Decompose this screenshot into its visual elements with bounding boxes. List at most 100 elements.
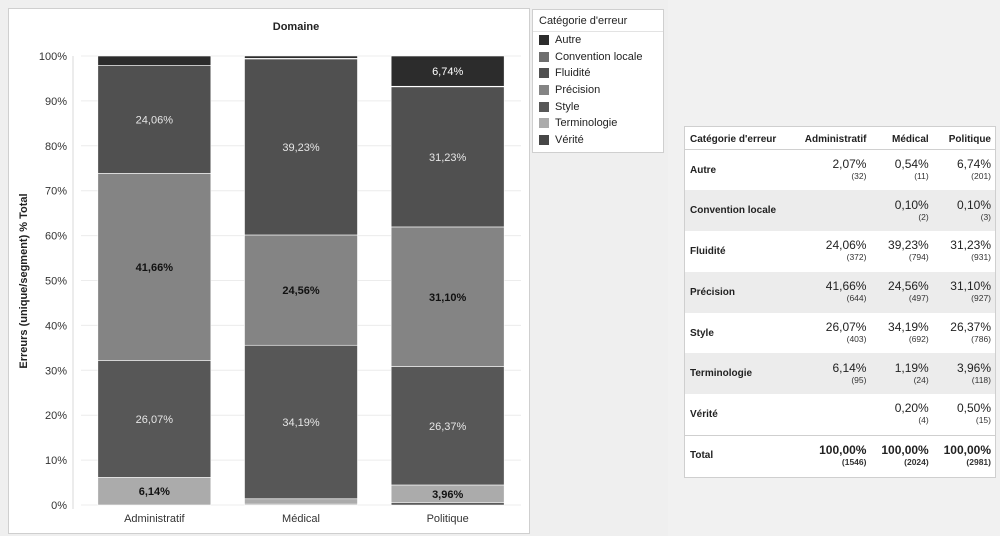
- cell-count: (95): [851, 374, 867, 385]
- y-tick-label: 80%: [45, 141, 67, 153]
- legend-item[interactable]: Terminologie: [533, 115, 663, 132]
- table-row: Précision 41,66% (644) 24,56% (497) 31,10% (92…: [685, 271, 995, 313]
- table-cell: 41,66% (644): [792, 271, 871, 313]
- table-total-row: Total 100,00% (1546) 100,00% (2024) 100,00% (2…: [685, 434, 995, 476]
- row-label: Convention locale: [685, 190, 793, 232]
- data-label: 34,19%: [282, 417, 320, 429]
- table-cell: 3,96% (118): [932, 353, 995, 395]
- row-label: Fluidité: [690, 245, 726, 257]
- bar-segment[interactable]: [97, 477, 212, 506]
- legend-swatch: [539, 68, 549, 79]
- table-cell: 24,06% (372): [792, 231, 870, 272]
- cell-percent: 6,14%: [832, 360, 867, 375]
- legend-item[interactable]: Fluidité: [533, 65, 663, 82]
- table-cell: 26,37% (786): [933, 313, 995, 354]
- cell-percent: 24,06%: [825, 238, 867, 253]
- header-politique: Politique: [932, 127, 995, 150]
- table-cell: 6,14% (95): [792, 353, 871, 395]
- bar-segment[interactable]: [97, 360, 212, 478]
- cell-count: (1546): [841, 456, 867, 467]
- data-table: Catégorie d'erreur Administratif Médical…: [685, 127, 995, 476]
- legend-swatch: [539, 134, 549, 145]
- legend-item[interactable]: Style: [533, 98, 663, 115]
- bar-segment[interactable]: [390, 55, 505, 87]
- y-tick-label: 100%: [39, 51, 67, 63]
- bar-segment[interactable]: [97, 64, 212, 174]
- row-label: Total: [685, 434, 793, 476]
- row-label: Style: [690, 327, 714, 339]
- legend-label: Style: [555, 100, 580, 113]
- cell-percent: 0,10%: [956, 197, 991, 212]
- legend-item[interactable]: Précision: [533, 82, 663, 99]
- table-cell: 0,54% (11): [870, 150, 932, 191]
- data-label: 6,14%: [139, 486, 170, 498]
- y-axis-label: Erreurs (unique/segment) % Total: [18, 193, 30, 368]
- table-row: Vérité 0,20% (4) 0,50% (15): [685, 394, 995, 435]
- cell-count: (11): [914, 171, 929, 182]
- legend-label: Précision: [555, 84, 601, 97]
- data-label: 6,74%: [432, 66, 463, 78]
- x-tick-label: Politique: [427, 513, 469, 525]
- table-cell: 34,19% (692): [870, 313, 932, 354]
- cell-count: (497): [908, 293, 929, 304]
- data-label: 3,96%: [432, 489, 463, 501]
- table-row: Style 26,07% (403) 34,19% (692) 26,37% (786): [685, 313, 995, 354]
- cell-count: (794): [908, 252, 929, 263]
- cell-count: (927): [971, 293, 991, 304]
- table-cell: 100,00% (1546): [792, 434, 871, 476]
- bar-segment[interactable]: [244, 58, 358, 236]
- legend-swatch: [539, 118, 549, 129]
- cell-count: (644): [846, 293, 867, 304]
- table-cell: 26,07% (403): [792, 313, 870, 354]
- table-cell: [792, 394, 870, 435]
- cell-percent: 26,07%: [825, 320, 867, 335]
- legend-label: Autre: [555, 34, 582, 47]
- data-label: 24,56%: [282, 285, 320, 297]
- bar-segment[interactable]: [97, 55, 212, 66]
- table-row: Convention locale 0,10% (2) 0,10% (3): [685, 190, 995, 232]
- y-tick-label: 70%: [45, 186, 67, 198]
- cell-percent: 0,50%: [956, 401, 991, 416]
- cell-count: (931): [971, 252, 991, 263]
- legend-item[interactable]: Vérité: [533, 132, 663, 149]
- legend-swatch: [539, 85, 549, 96]
- cell-percent: 0,54%: [894, 157, 929, 172]
- cell-count: (118): [971, 374, 991, 385]
- bar-segment[interactable]: [390, 502, 505, 506]
- cell-percent: 26,37%: [950, 320, 991, 335]
- table-cell: 31,10% (927): [932, 271, 995, 313]
- data-label: 26,37%: [429, 421, 467, 433]
- legend-label: Fluidité: [555, 67, 591, 80]
- y-tick-label: 60%: [45, 231, 67, 243]
- legend-label: Terminologie: [555, 117, 618, 130]
- bar-segment[interactable]: [244, 344, 358, 500]
- x-tick-label: Administratif: [124, 513, 185, 525]
- table-row: Autre 2,07% (32) 0,54% (11) 6,74% (201): [685, 150, 995, 191]
- cell-percent: 2,07%: [832, 157, 867, 172]
- table-row: Fluidité 24,06% (372) 39,23% (794) 31,23% (931…: [685, 231, 995, 272]
- header-medical: Médical: [870, 127, 933, 150]
- row-label: Terminologie: [685, 353, 793, 395]
- bar-segment[interactable]: [390, 226, 505, 367]
- row-label: Précision: [685, 271, 793, 313]
- table-cell: [792, 190, 871, 232]
- bar-segment[interactable]: [244, 234, 358, 346]
- cell-count: (201): [971, 171, 991, 182]
- chart-title: Domaine: [273, 21, 319, 33]
- legend-label: Convention locale: [555, 50, 643, 63]
- row-label: Autre: [690, 164, 717, 176]
- table-cell: 0,50% (15): [933, 394, 995, 435]
- legend-item[interactable]: Convention locale: [533, 49, 663, 66]
- cell-count: (4): [918, 415, 929, 426]
- cell-count: (372): [846, 252, 867, 263]
- legend-label: Vérité: [555, 133, 584, 146]
- bar-segment[interactable]: [244, 498, 358, 505]
- legend-item[interactable]: Autre: [533, 32, 663, 49]
- y-tick-label: 50%: [45, 276, 67, 288]
- legend: Catégorie d'erreur Autre Convention local…: [532, 9, 664, 153]
- bar-segment[interactable]: [97, 173, 212, 361]
- bar-segment[interactable]: [244, 55, 358, 59]
- x-tick-label: Médical: [282, 513, 320, 525]
- cell-percent: 100,00%: [943, 442, 991, 457]
- bar-segment[interactable]: [390, 366, 505, 486]
